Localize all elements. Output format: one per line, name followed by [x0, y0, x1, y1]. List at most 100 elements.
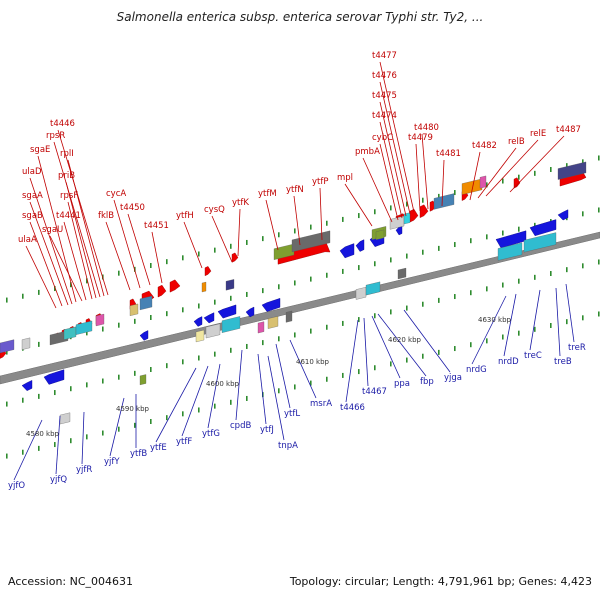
gene-arrow-reverse	[193, 316, 203, 327]
scale-tick	[342, 216, 344, 222]
leader-line-forward	[265, 199, 279, 251]
scale-tick	[166, 311, 168, 317]
scale-tick	[38, 289, 40, 295]
scale-tick	[246, 395, 248, 401]
gene-label-t4479: t4479	[408, 133, 433, 143]
feature-block	[389, 215, 405, 230]
gene-label-ulaA: ulaA	[18, 235, 37, 245]
gene-label-ytfK: ytfK	[232, 198, 249, 208]
label-leader-lines	[13, 61, 575, 481]
feature-block	[557, 161, 587, 180]
kbp-label: 4590 kbp	[116, 405, 150, 413]
feature-block	[195, 329, 205, 343]
scale-tick	[166, 415, 168, 421]
leader-line-forward	[485, 139, 539, 197]
leader-line-forward	[65, 181, 97, 299]
kbp-label: 4630 kbp	[478, 316, 512, 324]
gene-label-t4450: t4450	[120, 203, 145, 213]
scale-tick	[230, 243, 232, 249]
gene-arrow-forward	[513, 177, 521, 189]
scale-tick	[518, 330, 520, 336]
gene-label-treC: treC	[524, 351, 542, 361]
scale-tick	[134, 370, 136, 376]
leader-line-forward	[67, 201, 93, 300]
scale-tick	[198, 407, 200, 413]
feature-block	[225, 279, 235, 291]
scale-tick	[326, 220, 328, 226]
scale-tick	[326, 272, 328, 278]
gene-label-t4476: t4476	[372, 71, 397, 81]
scale-tick	[358, 317, 360, 323]
gene-arrow-reverse	[557, 209, 569, 221]
gene-label-tnpA: tnpA	[278, 441, 298, 451]
feature-block	[403, 212, 411, 225]
gene-arrow-forward	[419, 204, 429, 219]
leader-line-forward	[29, 177, 73, 305]
scale-tick	[454, 346, 456, 352]
gene-label-sgaB: sgaB	[22, 211, 43, 221]
kbp-label: 4580 kbp	[26, 430, 60, 438]
leader-line-forward	[25, 245, 57, 309]
leader-line-forward	[509, 135, 565, 193]
gene-arrow-forward	[157, 284, 167, 298]
scale-tick	[310, 224, 312, 230]
scale-tick	[598, 311, 600, 317]
gene-label-nrdD: nrdD	[498, 357, 519, 367]
gene-label-ytfG: ytfG	[202, 429, 220, 439]
gene-label-ytfH: ytfH	[176, 211, 194, 221]
gene-arrow-reverse	[43, 369, 65, 385]
scale-tick	[246, 239, 248, 245]
leader-line-forward	[127, 213, 151, 286]
feature-block	[397, 267, 407, 280]
scale-tick	[102, 378, 104, 384]
scale-tick	[214, 403, 216, 409]
feature-block	[479, 175, 487, 189]
gene-label-rpsR: rpsR	[46, 131, 65, 141]
scale-tick	[246, 343, 248, 349]
leader-line-reverse	[81, 411, 85, 465]
gene-arrow-reverse	[261, 298, 281, 312]
scale-tick	[438, 349, 440, 355]
feature-block	[21, 337, 31, 350]
leader-line-reverse	[275, 343, 291, 409]
scale-tick	[70, 386, 72, 392]
scale-tick	[374, 261, 376, 267]
gene-label-ytfJ: ytfJ	[260, 425, 274, 435]
scale-tick	[374, 313, 376, 319]
kbp-label: 4600 kbp	[206, 380, 240, 388]
gene-label-cybC: cybC	[372, 133, 393, 143]
scale-tick	[246, 291, 248, 297]
feature-block	[0, 339, 15, 354]
scale-tick	[438, 245, 440, 251]
scale-tick	[278, 284, 280, 290]
gene-arrow-forward	[204, 266, 212, 277]
leader-line-forward	[53, 141, 101, 298]
scale-tick	[150, 367, 152, 372]
gene-label-relE: relE	[530, 129, 546, 139]
feature-block	[355, 286, 367, 300]
gene-arrow-reverse	[203, 312, 215, 324]
scale-tick	[342, 268, 344, 274]
leader-line-forward	[49, 235, 83, 302]
scale-tick	[454, 294, 456, 300]
scale-tick	[166, 363, 168, 369]
scale-tick	[214, 299, 216, 305]
gene-label-t4481: t4481	[436, 149, 461, 159]
scale-tick	[22, 449, 24, 455]
scale-tick	[262, 236, 264, 242]
scale-tick	[422, 249, 424, 255]
scale-tick	[406, 357, 408, 363]
gene-label-cysQ: cysQ	[204, 205, 225, 215]
scale-tick	[582, 159, 584, 165]
scale-tick	[150, 419, 152, 424]
scale-tick	[70, 438, 72, 444]
gene-label-ytfN: ytfN	[286, 185, 304, 195]
feature-block	[433, 193, 455, 210]
feature-block	[129, 303, 139, 316]
gene-label-t4474: t4474	[372, 111, 397, 121]
gene-arrow-reverse	[529, 219, 557, 237]
leader-line-forward	[105, 221, 131, 291]
gene-features	[0, 161, 587, 425]
scale-tick	[278, 388, 280, 394]
